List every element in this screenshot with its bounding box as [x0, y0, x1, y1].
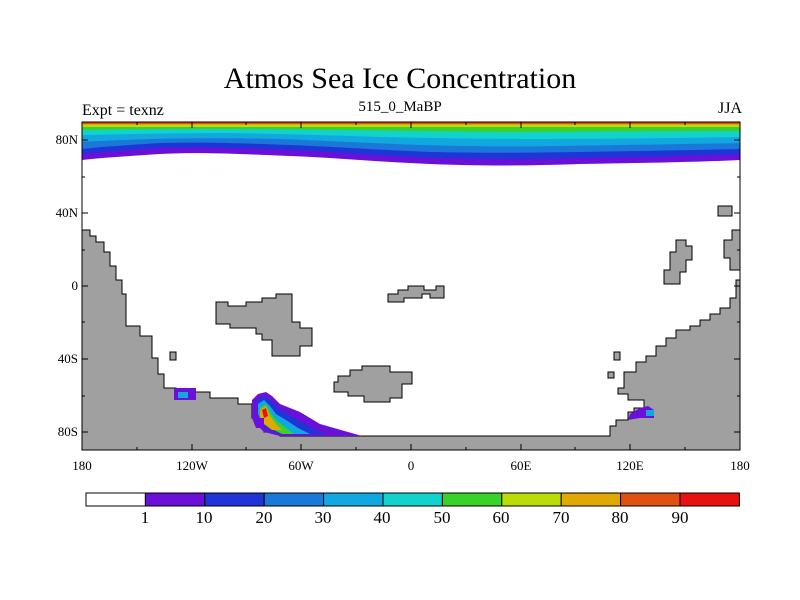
x-tick-60e: 60E: [510, 458, 532, 473]
land: [81, 205, 741, 451]
ice-patch-west-inner: [178, 392, 188, 398]
land-southern-island: [333, 365, 413, 403]
colorbar-label-70: 70: [552, 508, 570, 527]
colorbar-box-4: [323, 492, 384, 507]
colorbar-label-10: 10: [195, 508, 213, 527]
y-tick-0: 0: [71, 278, 79, 293]
colorbar-box-7: [501, 492, 562, 507]
colorbar-box-8: [560, 492, 622, 507]
land-islet-3: [607, 371, 615, 379]
y-tick-80s: 80S: [57, 424, 78, 439]
colorbar-label-60: 60: [492, 508, 510, 527]
ice-patch-east-inner: [646, 410, 654, 416]
colorbar-box-10: [679, 492, 740, 507]
land-equatorial-island: [387, 285, 445, 303]
x-tick-60w: 60W: [288, 458, 314, 473]
colorbar-box-3: [263, 492, 325, 507]
y-tick-40s: 40S: [57, 351, 78, 366]
colorbar-label-40: 40: [373, 508, 391, 527]
ice-patch-main-90: [262, 408, 268, 418]
colorbar-box-5: [382, 492, 443, 507]
x-tick-0: 0: [407, 458, 415, 473]
land-west-americas: [81, 229, 741, 451]
season-label: JJA: [717, 100, 742, 117]
x-tick-120e: 120E: [616, 458, 644, 473]
land-islet-2: [613, 351, 621, 361]
land-asia-island: [663, 239, 693, 285]
land-central-continent: [215, 293, 313, 357]
land-islet-1: [169, 351, 177, 361]
y-tick-40n: 40N: [55, 205, 78, 220]
x-tick-120w: 120W: [176, 458, 208, 473]
x-tick-180w: 180: [72, 458, 92, 473]
colorbar-label-90: 90: [671, 508, 689, 527]
colorbar-label-1: 1: [140, 508, 150, 527]
ice-patch-coast-east: [252, 404, 264, 428]
colorbar-box-1: [144, 492, 206, 507]
colorbar-box-2: [204, 492, 265, 507]
plot-frame: [81, 121, 741, 451]
colorbar-box-0: [85, 492, 146, 507]
ice-patch-east: [628, 406, 654, 420]
experiment-label: Expt = texnz: [82, 102, 164, 119]
colorbar-label-50: 50: [433, 508, 451, 527]
colorbar-label-20: 20: [255, 508, 273, 527]
colorbar: [85, 492, 740, 507]
colorbar-box-9: [620, 492, 681, 507]
colorbar-box-6: [441, 492, 503, 507]
colorbar-label-80: 80: [611, 508, 629, 527]
colorbar-label-30: 30: [314, 508, 332, 527]
antarctic-ice: [174, 388, 654, 436]
land-north-island: [717, 205, 733, 217]
y-tick-80n: 80N: [55, 132, 78, 147]
plot-subtitle: 515_0_MaBP: [358, 99, 442, 115]
plot-title: Atmos Sea Ice Concentration: [223, 62, 577, 95]
arctic-ice: [82, 122, 740, 166]
x-tick-180e: 180: [730, 458, 750, 473]
